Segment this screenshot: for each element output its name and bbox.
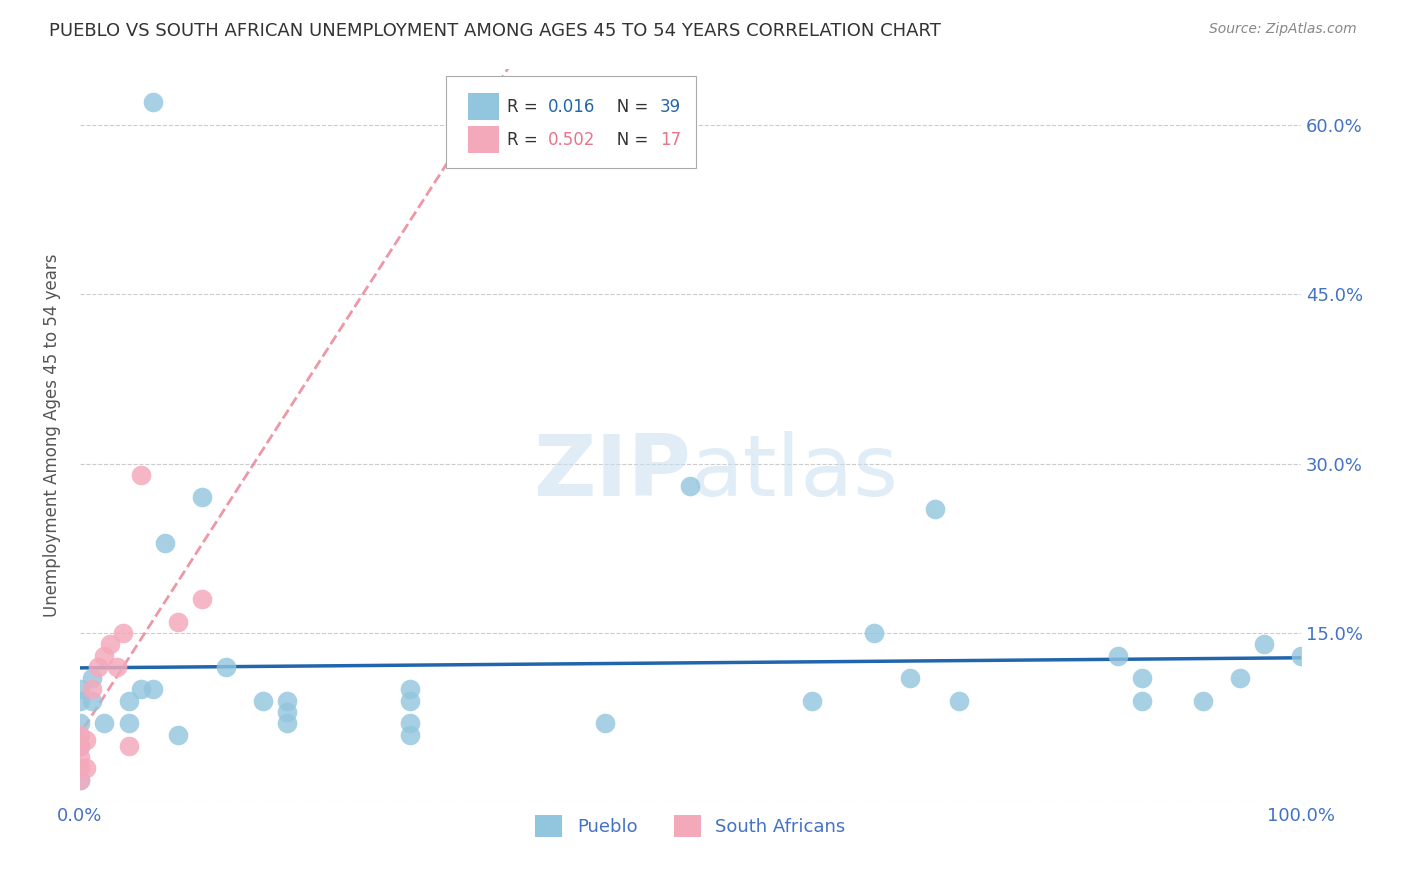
Point bbox=[93, 716, 115, 731]
Point bbox=[129, 682, 152, 697]
Point bbox=[69, 750, 91, 764]
Point bbox=[1192, 694, 1215, 708]
Point bbox=[1107, 648, 1129, 663]
Point bbox=[898, 671, 921, 685]
Text: atlas: atlas bbox=[690, 431, 898, 514]
Point bbox=[100, 637, 122, 651]
Point bbox=[80, 694, 103, 708]
Text: ZIP: ZIP bbox=[533, 431, 690, 514]
Point bbox=[276, 694, 298, 708]
Point bbox=[69, 761, 91, 775]
Point bbox=[924, 501, 946, 516]
Point bbox=[398, 694, 420, 708]
FancyBboxPatch shape bbox=[446, 76, 696, 168]
Text: 17: 17 bbox=[659, 131, 681, 150]
Point bbox=[93, 648, 115, 663]
Point bbox=[111, 626, 134, 640]
Point bbox=[276, 716, 298, 731]
Point bbox=[118, 716, 141, 731]
Text: Source: ZipAtlas.com: Source: ZipAtlas.com bbox=[1209, 22, 1357, 37]
Y-axis label: Unemployment Among Ages 45 to 54 years: Unemployment Among Ages 45 to 54 years bbox=[44, 253, 60, 617]
Point bbox=[1229, 671, 1251, 685]
Point bbox=[215, 660, 238, 674]
Text: R =: R = bbox=[508, 131, 543, 150]
Point bbox=[87, 660, 110, 674]
Point bbox=[75, 733, 97, 747]
FancyBboxPatch shape bbox=[468, 127, 499, 153]
Point bbox=[80, 671, 103, 685]
Point bbox=[69, 727, 91, 741]
Point bbox=[69, 739, 91, 753]
Point bbox=[69, 694, 91, 708]
Text: N =: N = bbox=[600, 98, 654, 116]
Point bbox=[862, 626, 884, 640]
Point bbox=[69, 716, 91, 731]
Point bbox=[69, 739, 91, 753]
Point bbox=[142, 682, 165, 697]
Point bbox=[398, 716, 420, 731]
Point bbox=[69, 772, 91, 787]
Point bbox=[80, 682, 103, 697]
Point bbox=[398, 682, 420, 697]
Text: R =: R = bbox=[508, 98, 543, 116]
Text: 39: 39 bbox=[659, 98, 681, 116]
Text: PUEBLO VS SOUTH AFRICAN UNEMPLOYMENT AMONG AGES 45 TO 54 YEARS CORRELATION CHART: PUEBLO VS SOUTH AFRICAN UNEMPLOYMENT AMO… bbox=[49, 22, 941, 40]
Point bbox=[593, 716, 616, 731]
Point bbox=[166, 727, 188, 741]
Point bbox=[118, 694, 141, 708]
Point bbox=[191, 491, 214, 505]
Point bbox=[1289, 648, 1312, 663]
Point bbox=[948, 694, 970, 708]
Point bbox=[105, 660, 128, 674]
Point bbox=[155, 535, 177, 549]
Point bbox=[1130, 694, 1153, 708]
Point bbox=[75, 761, 97, 775]
Point bbox=[142, 95, 165, 110]
Point bbox=[801, 694, 824, 708]
Point bbox=[276, 705, 298, 719]
Point bbox=[398, 727, 420, 741]
Point bbox=[129, 467, 152, 482]
Point bbox=[252, 694, 274, 708]
Point bbox=[1130, 671, 1153, 685]
Point bbox=[679, 479, 702, 493]
Text: 0.016: 0.016 bbox=[547, 98, 595, 116]
Point bbox=[166, 615, 188, 629]
FancyBboxPatch shape bbox=[468, 94, 499, 120]
Point bbox=[1253, 637, 1275, 651]
Point bbox=[69, 682, 91, 697]
Text: 0.502: 0.502 bbox=[547, 131, 595, 150]
Point bbox=[191, 592, 214, 607]
Point bbox=[69, 772, 91, 787]
Point bbox=[118, 739, 141, 753]
Text: N =: N = bbox=[600, 131, 654, 150]
Legend: Pueblo, South Africans: Pueblo, South Africans bbox=[529, 808, 852, 845]
